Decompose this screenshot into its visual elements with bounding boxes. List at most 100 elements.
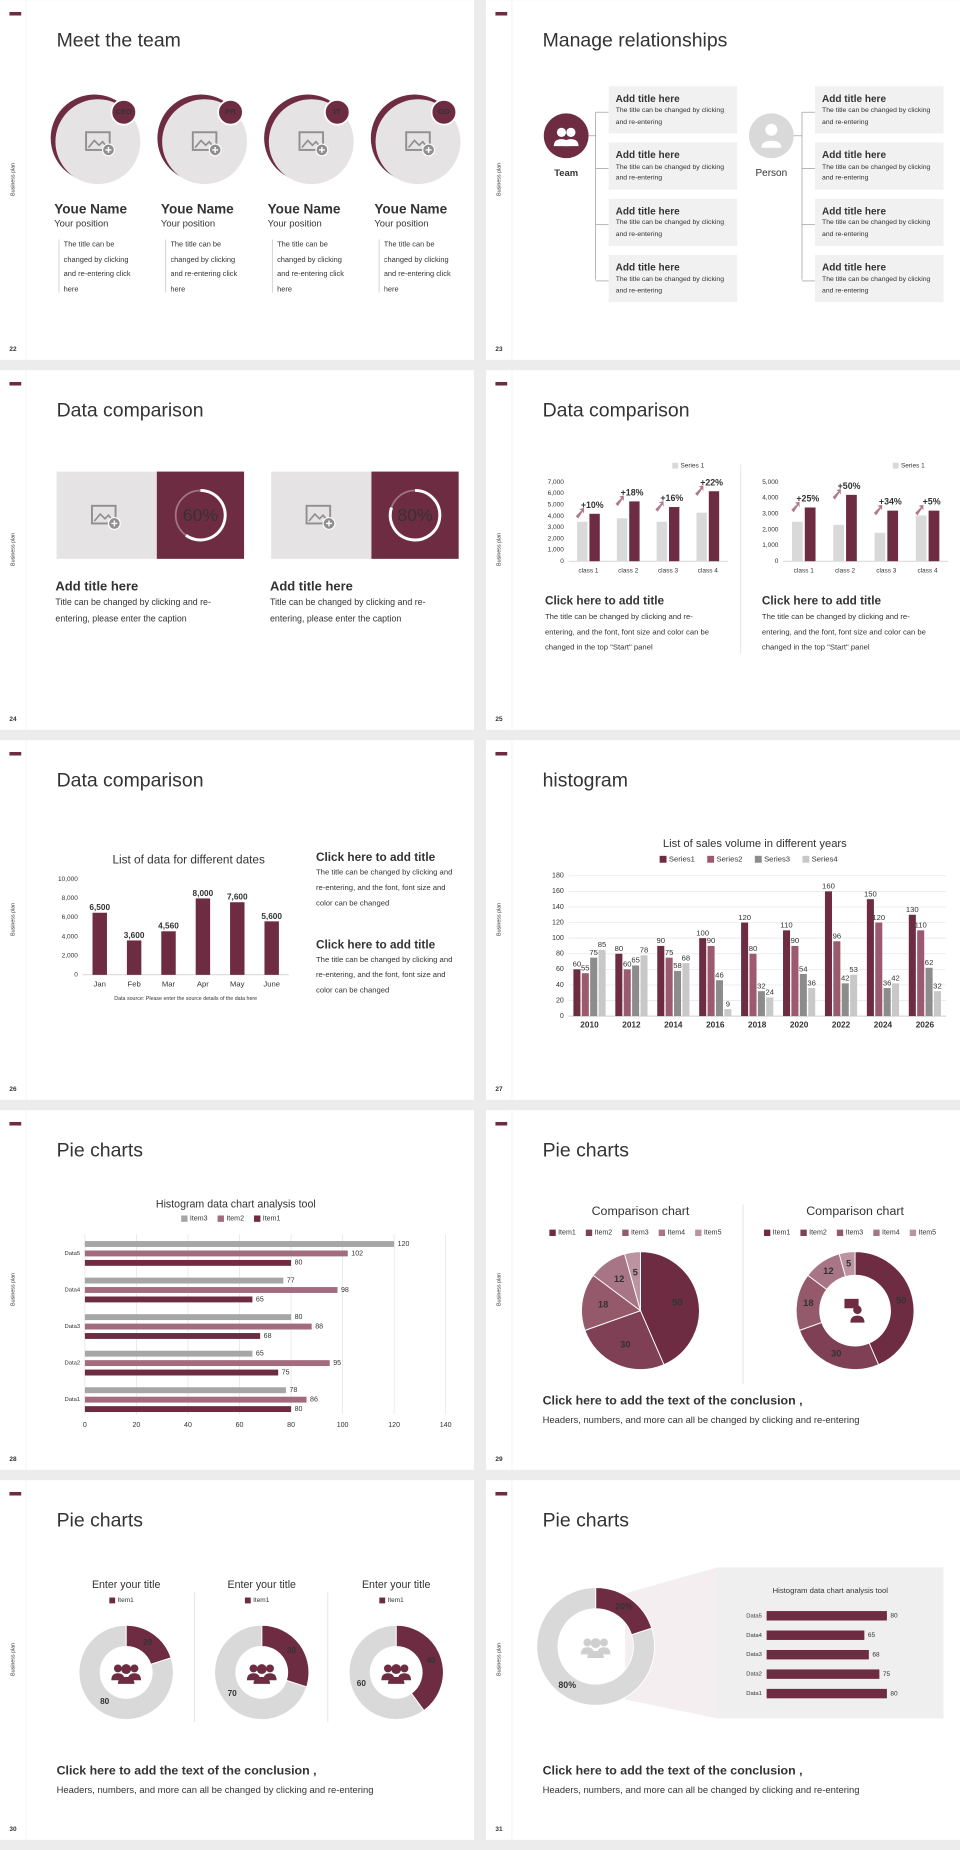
image-icon xyxy=(194,139,215,149)
data-label: 68 xyxy=(264,1333,272,1340)
slide: Business plan 31 Pie charts Click here to a… xyxy=(486,1480,960,1840)
y-tick-label: 4,000 xyxy=(548,513,565,520)
pie-slice xyxy=(584,1310,665,1371)
conclusion-text: Headers, numbers, and more can all be ch… xyxy=(543,1414,860,1425)
item-box xyxy=(608,86,738,134)
data-label: 95 xyxy=(333,1360,341,1367)
person-icon xyxy=(599,1638,608,1647)
image-icon xyxy=(318,146,325,153)
x-tick-label: class 4 xyxy=(918,567,939,574)
bar xyxy=(824,891,832,1017)
bar xyxy=(84,1259,292,1266)
bar xyxy=(766,1669,880,1679)
x-tick-label: Feb xyxy=(128,979,141,988)
legend-label: Item3 xyxy=(190,1216,208,1223)
y-tick-label: 10,000 xyxy=(58,876,78,883)
member-text: The title can be changed by clicking and… xyxy=(277,240,344,294)
bar xyxy=(84,1406,292,1413)
y-tick-label: 2,000 xyxy=(62,952,79,959)
side-label: Business plan xyxy=(10,533,16,566)
pie-slice xyxy=(639,1251,700,1366)
bar xyxy=(766,1611,887,1621)
bar xyxy=(846,494,857,562)
bar xyxy=(708,491,720,562)
y-tick-label: 6,000 xyxy=(62,914,79,921)
person-icon xyxy=(249,1664,258,1673)
legend-swatch xyxy=(658,1229,666,1236)
pie-slice xyxy=(581,1274,642,1331)
person-icon xyxy=(587,1650,604,1658)
annotation: +34% xyxy=(879,497,902,507)
slide-number: 25 xyxy=(495,716,503,723)
slide-background xyxy=(486,740,960,1100)
item-title: Add title here xyxy=(822,94,886,105)
data-label: 80 xyxy=(295,1406,303,1413)
slide-title: Pie charts xyxy=(543,1140,630,1162)
person-icon xyxy=(853,1305,862,1315)
bar xyxy=(615,953,623,1017)
member-badge xyxy=(323,98,351,126)
person-icon xyxy=(391,1664,402,1675)
person-icon xyxy=(113,1664,122,1673)
bar xyxy=(741,922,749,1017)
slide-background xyxy=(0,0,474,360)
bar xyxy=(195,898,211,975)
data-label: 80 xyxy=(100,1697,110,1706)
data-label: 65 xyxy=(631,956,640,965)
legend-swatch xyxy=(379,1597,386,1604)
member-text: The title can be changed by clicking and… xyxy=(170,240,238,294)
legend-swatch xyxy=(707,855,715,863)
data-label: 55 xyxy=(581,964,590,973)
legend-swatch xyxy=(585,1229,593,1236)
legend-swatch xyxy=(802,855,810,863)
image-icon xyxy=(111,520,118,527)
item-title: Add title here xyxy=(822,263,886,274)
bar xyxy=(791,521,803,562)
slide: Business plan 24 Data comparison Add title … xyxy=(0,370,474,730)
bar xyxy=(766,1649,869,1660)
member-position: Your position xyxy=(268,218,322,229)
y-tick-label: 1,000 xyxy=(762,542,779,549)
donut-slice xyxy=(536,1587,656,1706)
y-tick-label: 0 xyxy=(560,558,564,565)
y-tick-label: 2,000 xyxy=(548,535,565,542)
bar xyxy=(84,1333,261,1339)
y-tick-label: 5,000 xyxy=(548,501,565,508)
annotation-arrow xyxy=(832,488,841,500)
person-icon xyxy=(566,127,576,137)
slide-number: 24 xyxy=(9,716,17,723)
y-tick-label: 180 xyxy=(552,873,564,880)
data-label: 85 xyxy=(598,940,607,949)
bar xyxy=(589,513,600,562)
person-icon xyxy=(387,1676,405,1684)
y-tick-label: 40 xyxy=(556,982,564,989)
slide: Business plan 28 Pie charts Histogram data … xyxy=(0,1110,474,1470)
y-tick-label: 20 xyxy=(556,997,564,1004)
data-label: 65 xyxy=(256,1351,264,1358)
card-text: Title can be changed by clicking and re-… xyxy=(270,596,426,624)
slide: Business plan 27 histogram List of sales vo… xyxy=(486,740,960,1100)
data-label: 18 xyxy=(803,1297,813,1308)
data-label: 120 xyxy=(872,913,885,922)
x-tick-label: 60 xyxy=(236,1422,244,1429)
item-title: Add title here xyxy=(616,206,680,217)
slide-number: 31 xyxy=(495,1826,503,1833)
item-text-box: The title can be changed by clicking and… xyxy=(616,220,724,238)
member-badge-text: IT xyxy=(334,107,341,116)
bar xyxy=(850,974,858,1017)
bar xyxy=(866,899,874,1017)
note-title: Click here to add title xyxy=(316,851,436,864)
x-tick-label: 0 xyxy=(83,1422,87,1429)
slide: Business plan 26 Data comparison Click here… xyxy=(0,740,474,1100)
x-tick-label: 2010 xyxy=(580,1021,599,1030)
data-label: 5 xyxy=(633,1267,638,1278)
bar xyxy=(892,983,900,1017)
bar xyxy=(84,1387,286,1394)
bar xyxy=(665,957,673,1017)
bar xyxy=(126,940,142,975)
conclusion-text: Headers, numbers, and more can all be ch… xyxy=(543,1784,860,1795)
slide-background xyxy=(486,1110,960,1470)
data-label: 24 xyxy=(766,988,775,997)
bar xyxy=(766,1688,887,1699)
data-label: 46 xyxy=(715,971,724,980)
